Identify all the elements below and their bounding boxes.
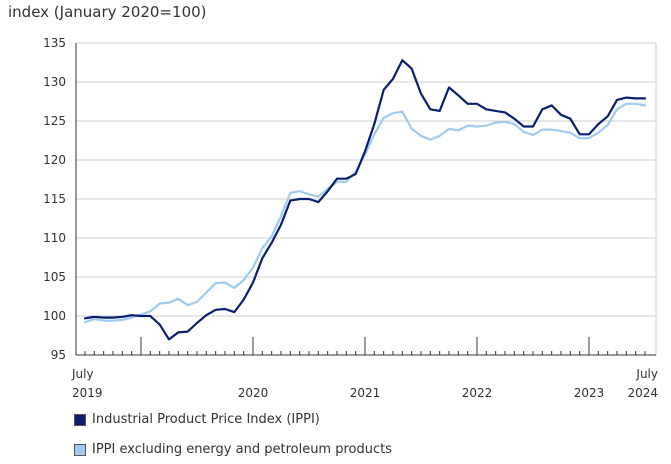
y-tick-label-115: 115 (43, 192, 66, 206)
y-axis: 95 100 105 110 115 120 125 130 135 (43, 36, 77, 362)
x-tick-label-year: 2023 (574, 386, 605, 400)
x-tick-label: July (71, 367, 94, 381)
series-line-0 (83, 59, 647, 341)
legend-label-ippi: Industrial Product Price Index (IPPI) (92, 412, 320, 427)
grid-lines (76, 42, 657, 355)
y-tick-label-120: 120 (43, 153, 66, 167)
y-tick-label-100: 100 (43, 309, 66, 323)
y-tick-label-110: 110 (43, 231, 66, 245)
y-tick-label-95: 95 (51, 348, 66, 362)
y-axis-unit-label: index (January 2020=100) (8, 3, 207, 21)
x-tick-label-year: 2021 (350, 386, 381, 400)
legend-item-ippi: Industrial Product Price Index (IPPI) (74, 412, 320, 427)
y-tick-label-105: 105 (43, 270, 66, 284)
legend-swatch-ippi (74, 413, 86, 426)
x-tick-label: July (635, 367, 658, 381)
series-line-1 (83, 102, 647, 324)
x-axis: July 2019 2020 2021 2022 2023 July 2024 (71, 337, 658, 400)
y-tick-label-135: 135 (43, 36, 66, 50)
legend-item-ippi-excl-energy: IPPI excluding energy and petroleum prod… (74, 442, 392, 457)
y-tick-label-125: 125 (43, 114, 66, 128)
x-tick-label-year: 2019 (72, 386, 103, 400)
y-tick-label-130: 130 (43, 75, 66, 89)
legend-label-ippi-excl-energy: IPPI excluding energy and petroleum prod… (92, 442, 392, 457)
line-chart: 95 100 105 110 115 120 125 130 135 July 2019 2020 2… (43, 36, 658, 400)
legend-swatch-ippi-excl-energy (74, 443, 86, 456)
x-tick-label-year: 2022 (462, 386, 493, 400)
x-tick-label-year: 2020 (238, 386, 269, 400)
series-lines (83, 59, 647, 341)
x-tick-label-year: 2024 (627, 386, 658, 400)
